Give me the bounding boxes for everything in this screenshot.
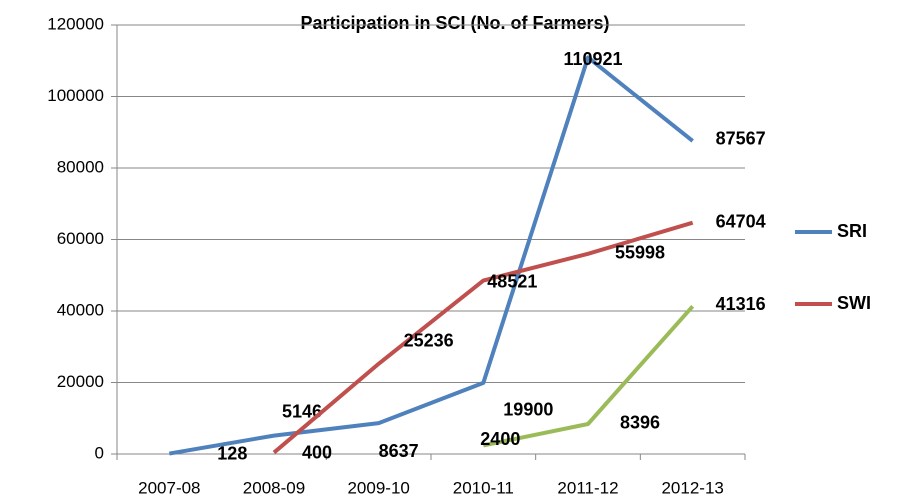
data-label: 25236 (404, 331, 454, 351)
series-line (168, 55, 694, 456)
x-tick-label: 2012-13 (661, 478, 723, 497)
data-label: 5146 (282, 401, 322, 421)
x-tick-label: 2008-09 (243, 478, 305, 497)
legend-label: SRI (837, 221, 867, 241)
y-tick-label: 0 (95, 443, 104, 462)
y-tick-label: 40000 (57, 300, 104, 319)
x-tick-label: 2010-11 (453, 478, 514, 497)
y-tick-label: 100000 (47, 86, 104, 105)
x-tick-label: 2011-12 (557, 478, 618, 497)
data-label: 110921 (563, 49, 622, 69)
data-label: 19900 (503, 400, 553, 420)
x-tick-label: 2009-10 (347, 478, 409, 497)
data-label: 64704 (716, 211, 766, 231)
y-tick-label: 80000 (57, 157, 104, 176)
data-label: 2400 (480, 429, 520, 449)
data-label: 8637 (379, 441, 419, 461)
data-label: 400 (302, 442, 332, 462)
series-line (272, 220, 694, 455)
y-tick-label: 120000 (47, 14, 104, 33)
x-tick-label: 2007-08 (138, 478, 200, 497)
y-tick-label: 20000 (57, 372, 104, 391)
data-label: 8396 (620, 413, 660, 433)
legend-label: SWI (837, 293, 871, 313)
chart-title: Participation in SCI (No. of Farmers) (300, 13, 609, 33)
data-label: 48521 (487, 271, 537, 291)
data-label: 55998 (615, 243, 665, 263)
data-label: 87567 (716, 129, 766, 149)
data-label: 41316 (716, 294, 766, 314)
data-label: 128 (217, 443, 247, 463)
y-tick-label: 60000 (57, 229, 104, 248)
series-line (482, 304, 695, 448)
